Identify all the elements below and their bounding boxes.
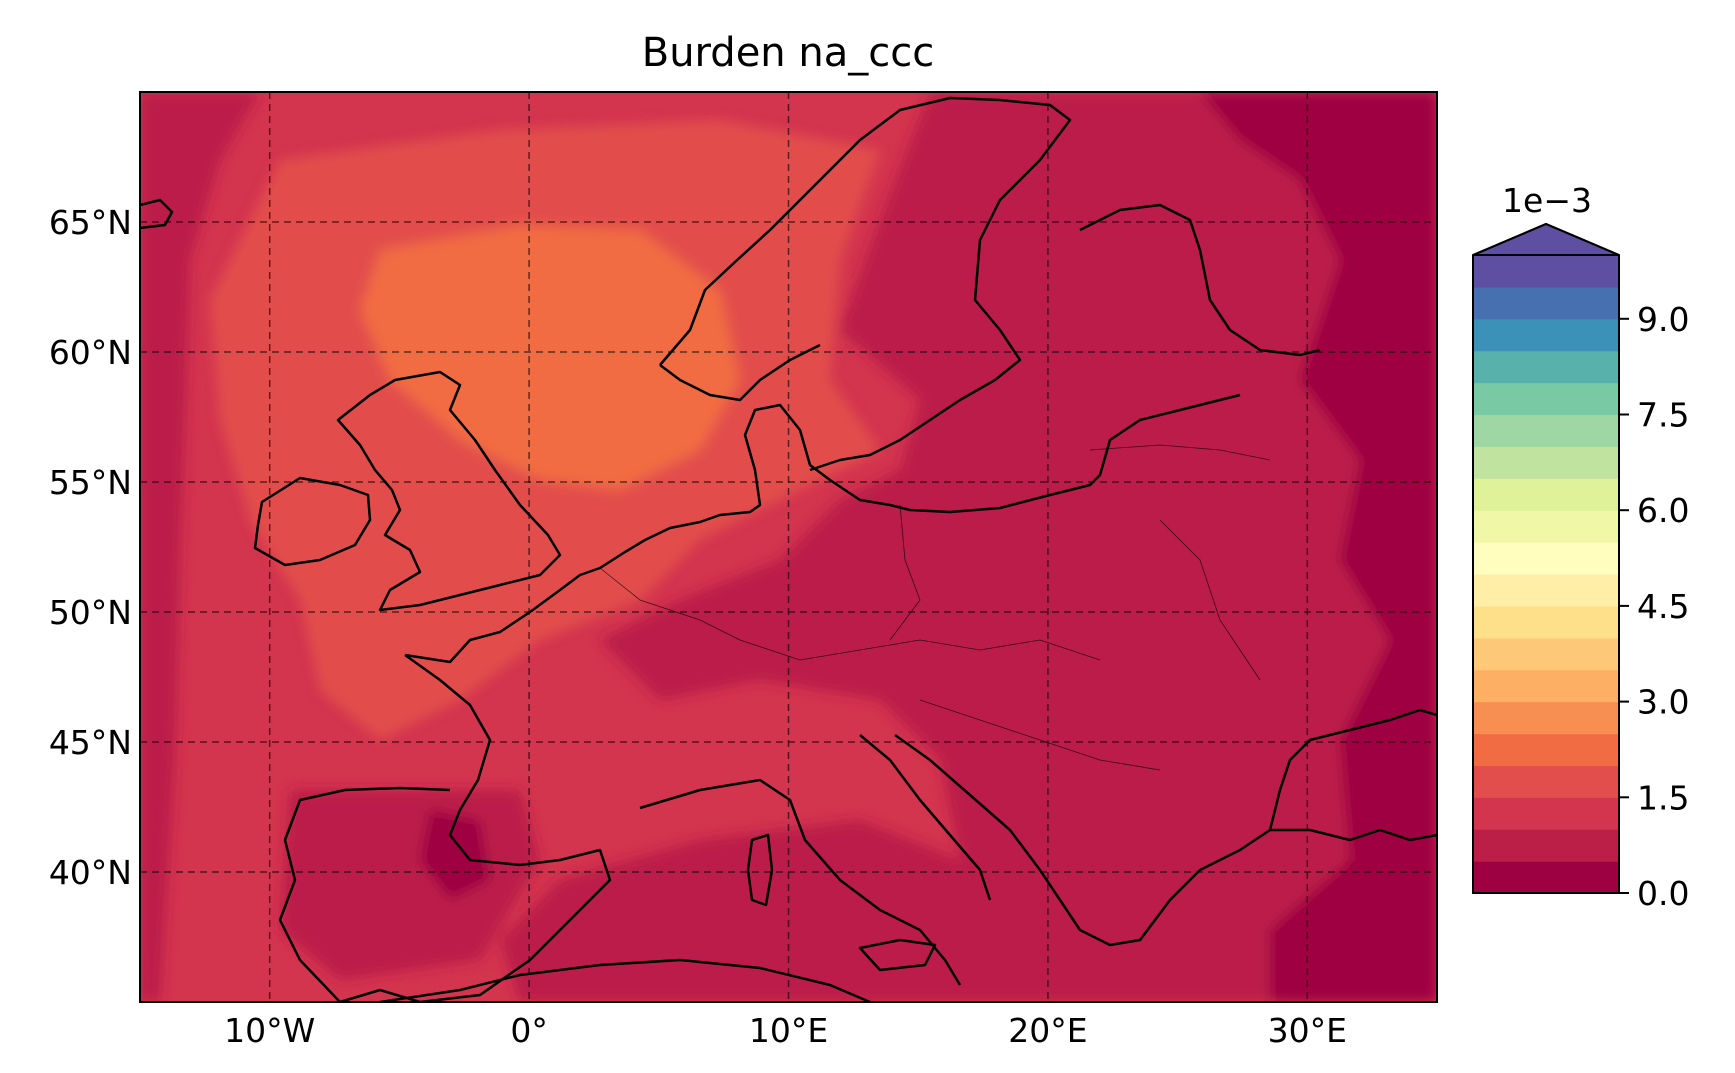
- coast-balkans: [894, 733, 1437, 947]
- longitude-tick-labels: 10°W 0° 10°E 20°E 30°E: [224, 1011, 1347, 1050]
- coast-norway-south: [659, 343, 821, 402]
- colorbar: 0.0 1.5 3.0 4.5 6.0 7.5 9.0 1e−3: [1472, 181, 1689, 913]
- colorbar-tick-label: 7.5: [1637, 396, 1689, 435]
- border-baltic: [1089, 444, 1271, 461]
- border-eastern: [1159, 519, 1261, 681]
- colorbar-segment: [1473, 733, 1619, 766]
- coast-sicily: [858, 938, 937, 972]
- colorbar-tick-label: 3.0: [1637, 683, 1689, 722]
- lat-tick-label: 45°N: [49, 723, 132, 762]
- border-central: [739, 639, 1101, 661]
- colorbar-segment: [1473, 318, 1619, 352]
- colorbar-segment: [1473, 286, 1619, 320]
- field-band-plume-inner: [360, 225, 740, 490]
- lat-tick-label: 55°N: [49, 463, 132, 502]
- colorbar-segment: [1473, 255, 1619, 288]
- colorbar-ticks: 0.0 1.5 3.0 4.5 6.0 7.5 9.0: [1619, 300, 1689, 913]
- coast-iceland-fragment: [140, 198, 174, 230]
- coastlines: [140, 96, 1437, 1002]
- colorbar-tick-label: 6.0: [1637, 491, 1689, 530]
- colorbar-tick-label: 1.5: [1637, 778, 1689, 817]
- lat-tick-label: 60°N: [49, 333, 132, 372]
- field-band-mid-east: [500, 92, 1390, 1002]
- coast-black-sea: [1268, 708, 1437, 831]
- colorbar-segment: [1473, 797, 1619, 830]
- colorbar-tick-label: 9.0: [1637, 300, 1689, 339]
- concentration-field: [140, 92, 1437, 1002]
- border-france-germany: [599, 567, 741, 641]
- lon-tick-label: 10°W: [224, 1011, 315, 1050]
- colorbar-segment: [1473, 701, 1619, 735]
- lon-tick-label: 20°E: [1008, 1011, 1087, 1050]
- coast-sardinia: [746, 833, 774, 907]
- colorbar-extend-arrow: [1472, 222, 1620, 256]
- field-band-low-east: [1200, 92, 1437, 1002]
- coast-scandinavia: [659, 96, 1072, 472]
- latitude-tick-labels: 65°N 60°N 55°N 50°N 45°N 40°N: [49, 203, 132, 892]
- colorbar-segment: [1473, 605, 1619, 639]
- border-germany-poland: [889, 504, 921, 641]
- colorbar-segments: [1473, 255, 1619, 894]
- colorbar-segment: [1473, 510, 1619, 543]
- colorbar-segment: [1473, 414, 1619, 447]
- country-borders: [599, 444, 1271, 771]
- lon-tick-label: 30°E: [1268, 1011, 1347, 1050]
- coast-iberia: [278, 786, 612, 1002]
- coast-italy-east: [859, 734, 992, 901]
- colorbar-segment: [1473, 542, 1619, 575]
- colorbar-segment: [1473, 637, 1619, 671]
- colorbar-segment: [1473, 765, 1619, 798]
- colorbar-segment: [1473, 446, 1619, 479]
- colorbar-segment: [1473, 350, 1619, 384]
- lat-tick-label: 40°N: [49, 853, 132, 892]
- coast-france-west: [404, 653, 521, 867]
- colorbar-outline: [1472, 222, 1620, 894]
- colorbar-segment: [1473, 478, 1619, 511]
- field-band-west: [140, 92, 260, 1002]
- colorbar-tick-label: 4.5: [1637, 587, 1689, 626]
- lat-tick-label: 65°N: [49, 203, 132, 242]
- field-patch-iberia-dark: [420, 810, 490, 900]
- border-balkans: [919, 699, 1161, 771]
- colorbar-segment: [1473, 861, 1619, 894]
- colorbar-segment: [1473, 382, 1619, 416]
- colorbar-tick-label: 0.0: [1637, 874, 1689, 913]
- map-panel: [140, 92, 1437, 1002]
- map-frame: [139, 91, 1438, 1003]
- map-title: Burden na_ccc: [642, 30, 934, 76]
- lon-tick-label: 10°E: [749, 1011, 828, 1050]
- lon-tick-label: 0°: [510, 1011, 548, 1050]
- colorbar-segment: [1473, 669, 1619, 703]
- coast-great-britain: [336, 370, 562, 612]
- colorbar-segment: [1473, 574, 1619, 607]
- lat-tick-label: 50°N: [49, 593, 132, 632]
- coast-north-africa: [379, 958, 871, 1002]
- colorbar-exponent-label: 1e−3: [1502, 181, 1592, 220]
- colorbar-segment: [1473, 829, 1619, 862]
- gridlines: [140, 92, 1437, 1002]
